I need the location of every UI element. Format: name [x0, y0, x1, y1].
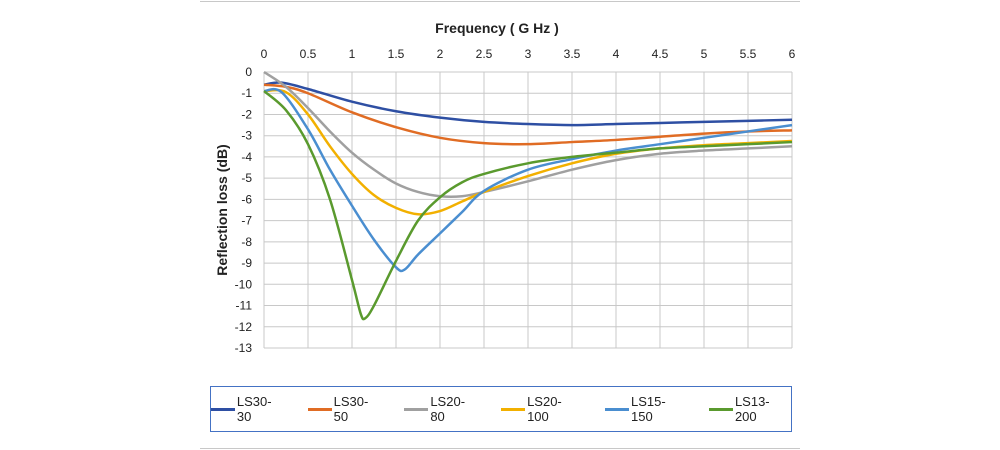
x-tick-label: 5.5 [740, 47, 757, 61]
x-tick-label: 0.5 [300, 47, 317, 61]
y-tick-label: -10 [235, 277, 253, 291]
y-tick-label: -5 [241, 171, 252, 185]
legend-item: LS20-100 [501, 394, 583, 424]
x-axis-title: Frequency ( G Hz ) [435, 20, 559, 36]
y-tick-label: -3 [241, 129, 252, 143]
y-tick-label: -4 [241, 150, 252, 164]
y-tick-label: -6 [241, 192, 252, 206]
legend-label: LS15-150 [631, 394, 666, 424]
top-rule [200, 1, 800, 2]
legend-label: LS20-80 [430, 394, 466, 424]
y-tick-label: -11 [236, 299, 253, 313]
legend-item: LS30-50 [307, 394, 383, 424]
x-tick-label: 5 [701, 47, 708, 61]
x-tick-label: 1.5 [388, 47, 405, 61]
y-tick-label: -7 [241, 214, 252, 228]
x-tick-label: 2 [437, 47, 444, 61]
x-tick-label: 0 [261, 47, 268, 61]
legend-swatch [709, 407, 733, 411]
y-tick-label: -1 [241, 86, 252, 100]
legend-item: LS13-200 [709, 394, 791, 424]
legend-swatch [501, 407, 526, 411]
series-line-ls30-50 [263, 83, 793, 146]
y-tick-label: -9 [241, 256, 252, 270]
legend-swatch [404, 407, 429, 411]
bottom-rule [200, 448, 800, 449]
y-tick-label: -12 [235, 320, 253, 334]
legend-item: LS20-80 [404, 394, 479, 424]
legend-label: LS20-100 [527, 394, 562, 424]
x-tick-label: 3.5 [564, 47, 581, 61]
series-line-ls15-150 [263, 87, 793, 273]
x-tick-label: 3 [525, 47, 532, 61]
y-tick-label: -8 [241, 235, 252, 249]
chart-legend: LS30-30 LS30-50 LS20-80 LS20-100 LS15-150 LS1… [210, 386, 792, 432]
series-line-ls13-200 [263, 90, 793, 321]
x-tick-label: 4.5 [652, 47, 669, 61]
x-tick-label: 2.5 [476, 47, 493, 61]
legend-swatch [211, 407, 235, 411]
y-tick-label: 0 [245, 65, 252, 79]
series-line-ls30-30 [263, 81, 793, 127]
legend-item: LS15-150 [605, 394, 687, 424]
x-tick-label: 1 [349, 47, 356, 61]
series-line-ls20-80 [263, 70, 793, 198]
y-axis-title: Reflection loss (dB) [214, 144, 230, 275]
reflection-loss-chart: Frequency ( G Hz ) Reflection loss (dB) … [214, 20, 796, 355]
legend-swatch [307, 407, 332, 411]
x-tick-label: 6 [789, 47, 796, 61]
legend-label: LS30-30 [236, 394, 272, 424]
legend-item: LS30-30 [211, 394, 286, 424]
x-tick-label: 4 [613, 47, 620, 61]
y-tick-label: -13 [235, 341, 253, 355]
legend-label: LS13-200 [734, 394, 770, 424]
legend-swatch [605, 407, 629, 411]
legend-label: LS30-50 [333, 394, 369, 424]
y-tick-label: -2 [241, 107, 252, 121]
